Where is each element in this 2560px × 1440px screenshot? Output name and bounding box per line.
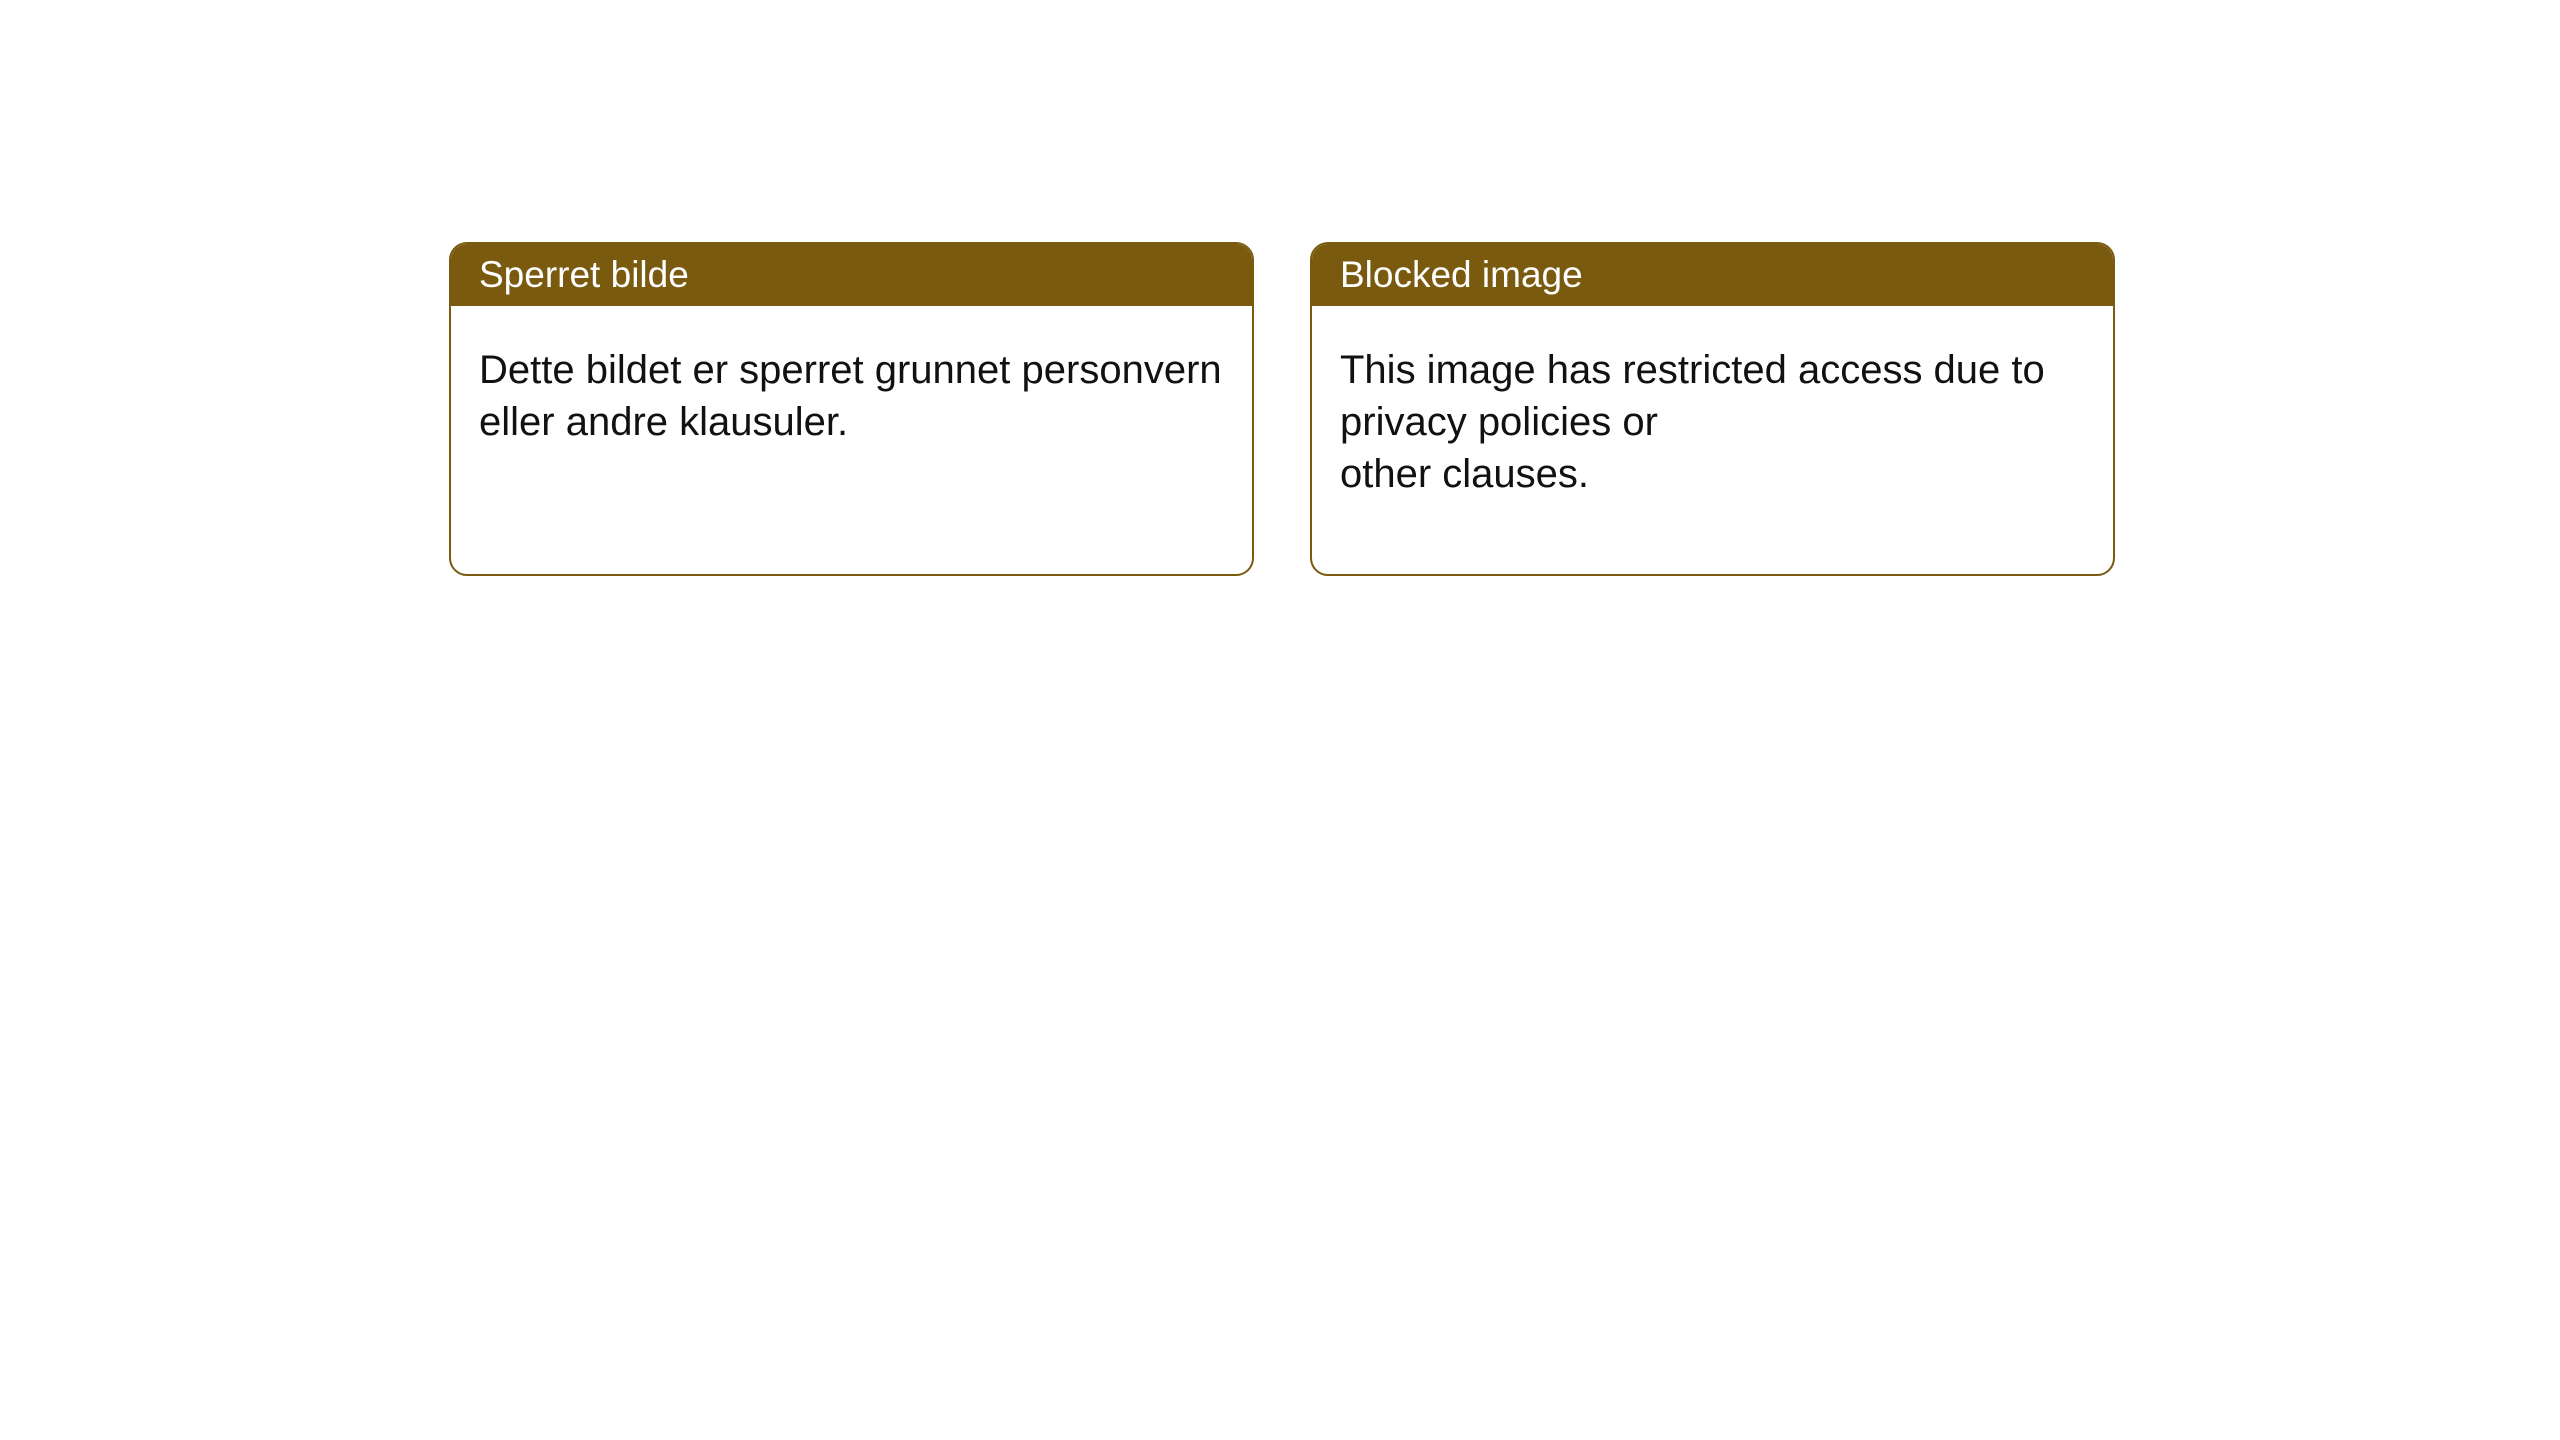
card-body-no: Dette bildet er sperret grunnet personve… [451, 306, 1252, 486]
blocked-image-card-en: Blocked image This image has restricted … [1310, 242, 2115, 576]
card-body-en: This image has restricted access due to … [1312, 306, 2113, 538]
card-header-no: Sperret bilde [451, 244, 1252, 306]
cards-container: Sperret bilde Dette bildet er sperret gr… [449, 242, 2115, 576]
card-header-en: Blocked image [1312, 244, 2113, 306]
blocked-image-card-no: Sperret bilde Dette bildet er sperret gr… [449, 242, 1254, 576]
